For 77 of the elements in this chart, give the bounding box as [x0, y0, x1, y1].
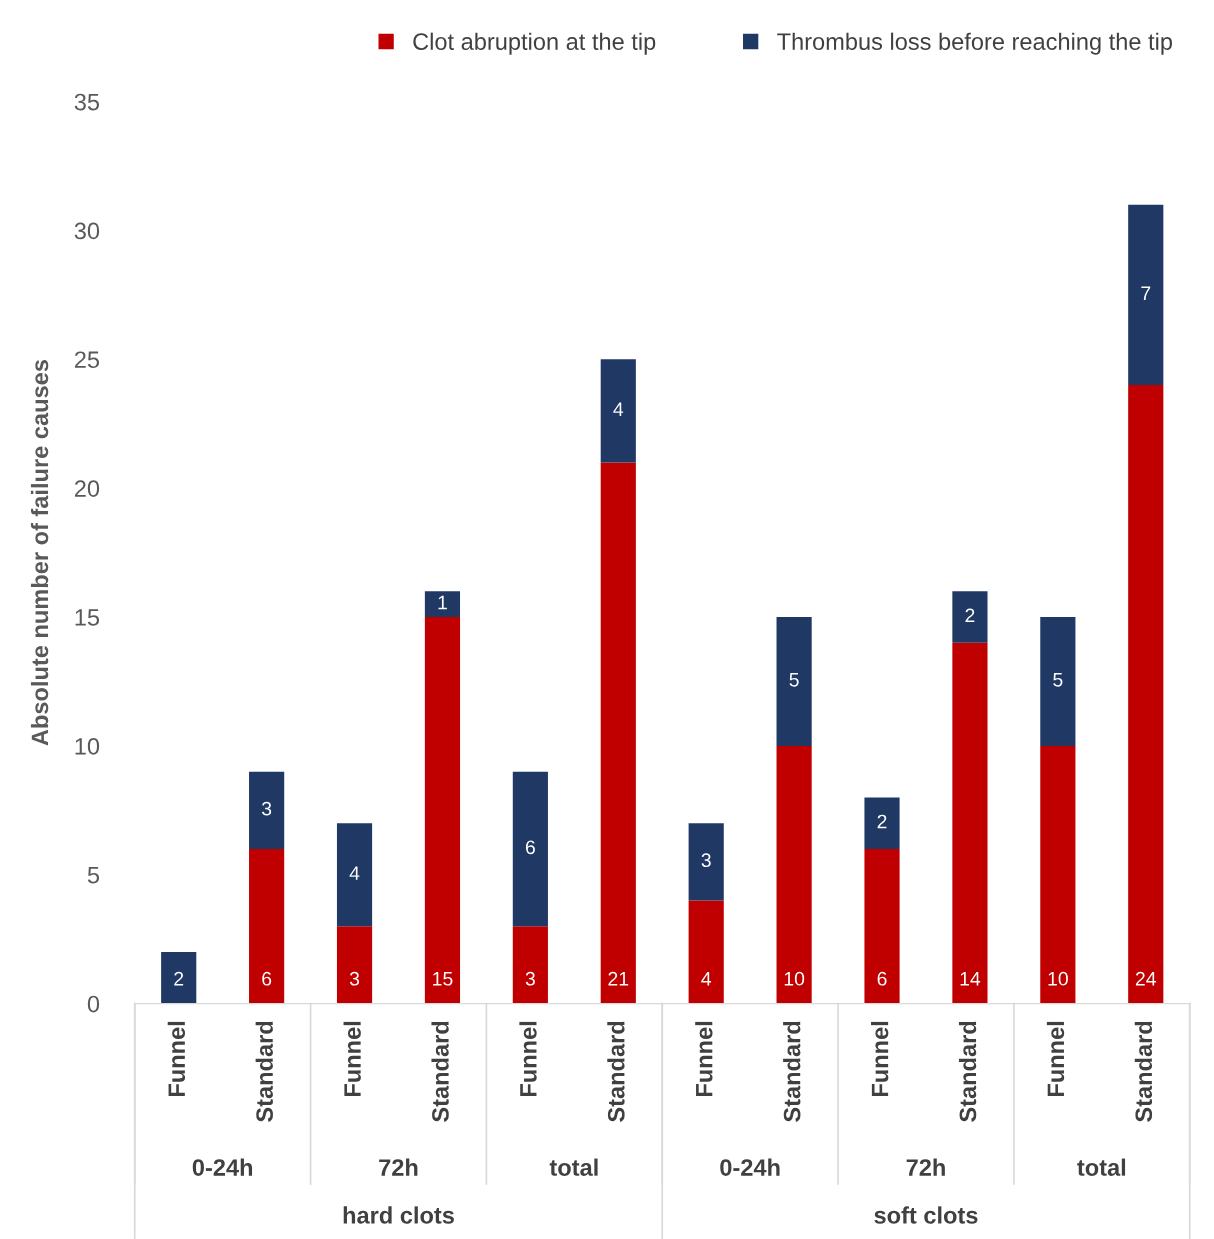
y-tick-label: 35 [74, 93, 100, 111]
x-tick-label: Standard [431, 1021, 449, 1122]
text: hard clots [343, 1206, 454, 1224]
bar [600, 359, 636, 463]
data-label: 7 [1141, 286, 1151, 300]
y-tick-label: 10 [75, 737, 100, 755]
bar [161, 952, 197, 1004]
data-label: 4 [613, 402, 624, 416]
bar [249, 848, 285, 1004]
text: soft clots [874, 1206, 978, 1224]
bar [336, 823, 373, 927]
x-tick-label: Standard [255, 1021, 273, 1122]
data-label: 2 [877, 814, 887, 829]
y-tick-label: 5 [87, 867, 100, 884]
data-label: 10 [784, 971, 805, 986]
data-label: 3 [349, 971, 360, 986]
text: 0-24h [720, 1158, 780, 1176]
bar [1040, 745, 1076, 1004]
bar [512, 926, 548, 1004]
x-tick-label: Standard [1134, 1021, 1153, 1122]
y-tick-label: 15 [75, 609, 100, 626]
x-tick-label: Standard [607, 1021, 625, 1122]
data-label: 5 [789, 673, 799, 687]
bar [1040, 617, 1076, 746]
data-label: 10 [1048, 971, 1068, 986]
bar [1128, 385, 1164, 1004]
legend-label: Clot abruption at the tip [413, 32, 656, 55]
data-label: 15 [433, 972, 453, 986]
data-label: 3 [525, 971, 535, 986]
x-tick-label: Standard [958, 1021, 977, 1122]
data-label: 1 [438, 595, 447, 610]
bar [512, 771, 548, 927]
x-tick-label: Funnel [871, 1021, 889, 1097]
data-label: 2 [174, 971, 184, 986]
data-label: 6 [262, 971, 272, 986]
data-label: 24 [1135, 971, 1157, 986]
bar [864, 797, 900, 849]
text: 0-24h [192, 1158, 253, 1176]
text: total [1077, 1158, 1126, 1176]
data-label: 3 [261, 801, 272, 816]
bar [249, 771, 285, 849]
bar [600, 462, 636, 1004]
bar [864, 848, 900, 1004]
x-tick-label: Funnel [1046, 1021, 1065, 1097]
data-label: 5 [1053, 673, 1063, 687]
data-label: 21 [608, 971, 629, 986]
x-tick-label: Funnel [695, 1021, 713, 1097]
data-label: 4 [349, 866, 360, 880]
bar [424, 591, 461, 618]
bar [336, 926, 373, 1004]
legend-label: Thrombus loss before reaching the tip [777, 32, 1172, 55]
data-label: 6 [877, 971, 887, 986]
text: total [549, 1158, 598, 1176]
data-label: 2 [965, 608, 975, 623]
bar [776, 617, 812, 746]
bar [952, 642, 988, 1004]
y-tick-label: 0 [87, 995, 100, 1013]
data-label: 14 [960, 972, 981, 986]
y-axis-title: Absolute number of failure causes [30, 360, 49, 746]
bar [776, 745, 812, 1004]
x-tick-label: Funnel [343, 1021, 361, 1097]
bar [688, 823, 724, 901]
y-tick-label: 25 [74, 351, 100, 369]
bar [424, 617, 461, 1004]
x-tick-label: Standard [783, 1021, 801, 1122]
bar [1128, 204, 1164, 386]
text: 72h [379, 1158, 418, 1176]
bar [688, 900, 724, 1004]
data-label: 4 [701, 972, 712, 986]
text: 72h [906, 1158, 945, 1176]
x-tick-label: Funnel [519, 1021, 537, 1097]
data-label: 6 [525, 840, 535, 855]
y-tick-label: 30 [74, 222, 100, 240]
y-tick-label: 20 [74, 480, 100, 497]
data-label: 3 [701, 853, 711, 868]
x-tick-label: Funnel [167, 1021, 186, 1097]
bar [952, 591, 988, 643]
